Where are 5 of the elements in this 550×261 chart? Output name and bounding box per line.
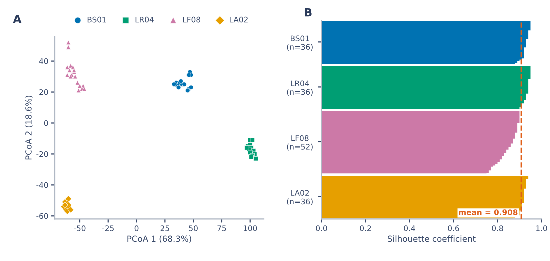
- x-axis-title: PCoA 1 (68.3%): [128, 236, 192, 244]
- y-axis-title: PCoA 2 (18.6%): [25, 96, 33, 160]
- x-axis-title: Silhouette coefficient: [388, 236, 476, 242]
- chart-title: A: [13, 15, 22, 24]
- chart-title: B: [305, 8, 312, 17]
